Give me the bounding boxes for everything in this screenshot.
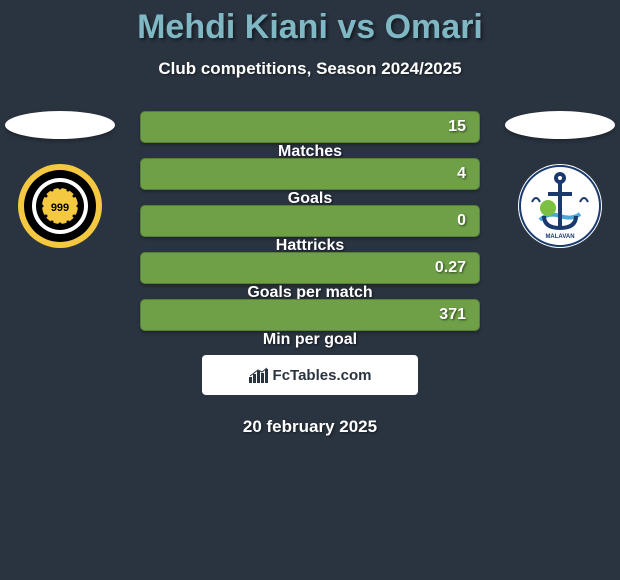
stat-bar xyxy=(140,158,480,190)
fctables-label: FcTables.com xyxy=(273,367,372,384)
fctables-chart-icon xyxy=(249,367,269,383)
stat-bar xyxy=(140,299,480,331)
stat-label: Min per goal xyxy=(263,331,357,349)
stat-row: Matches15 xyxy=(140,111,480,143)
right-side: MALAVAN xyxy=(500,111,620,248)
stat-bar xyxy=(140,252,480,284)
stat-bar xyxy=(140,205,480,237)
stat-row: Hattricks0 xyxy=(140,205,480,237)
date-label: 20 february 2025 xyxy=(243,417,377,437)
stat-row: Goals4 xyxy=(140,158,480,190)
stat-value: 0.27 xyxy=(435,259,466,277)
stats-list: Matches15 Goals4 Hattricks0 Goals per match… xyxy=(140,111,480,331)
stat-bar xyxy=(140,111,480,143)
page-title: Mehdi Kiani vs Omari xyxy=(137,8,483,47)
stat-value: 0 xyxy=(457,212,466,230)
stat-row: Min per goal371 xyxy=(140,299,480,331)
stat-value: 15 xyxy=(448,118,466,136)
right-ellipse xyxy=(505,111,615,139)
right-club-logo: MALAVAN xyxy=(518,164,602,248)
main-area: 999 Matches15 Goals4 Hattricks0 Goals per m… xyxy=(0,111,620,331)
subtitle: Club competitions, Season 2024/2025 xyxy=(158,59,461,79)
stat-value: 371 xyxy=(439,306,466,324)
stat-value: 4 xyxy=(457,165,466,183)
svg-text:MALAVAN: MALAVAN xyxy=(545,234,574,240)
fctables-badge[interactable]: FcTables.com xyxy=(202,355,418,395)
malavan-logo-icon: MALAVAN xyxy=(518,164,602,248)
left-ellipse xyxy=(5,111,115,139)
left-club-logo: 999 xyxy=(18,164,102,248)
stat-row: Goals per match0.27 xyxy=(140,252,480,284)
left-side: 999 xyxy=(0,111,120,248)
svg-text:999: 999 xyxy=(51,202,69,214)
sepahan-logo-icon: 999 xyxy=(18,164,102,248)
